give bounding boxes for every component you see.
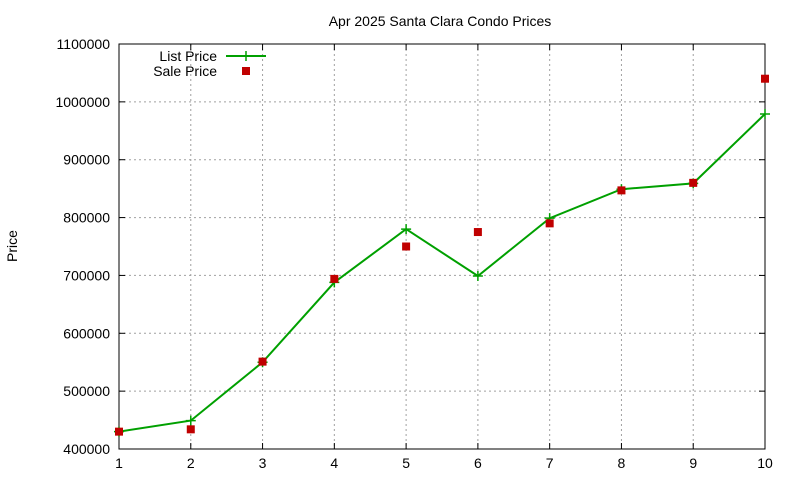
data-point-list-price <box>401 224 412 235</box>
data-point-sale-price <box>330 274 339 283</box>
data-point-sale-price <box>115 427 123 436</box>
data-point-sale-price <box>689 178 698 187</box>
data-point-sale-price <box>402 242 411 251</box>
y-tick-label: 800000 <box>63 210 110 226</box>
legend: List Price Sale Price <box>153 48 266 79</box>
x-tick-label: 10 <box>757 455 773 471</box>
y-axis-label: Price <box>4 230 20 262</box>
y-tick-label: 1000000 <box>55 94 110 110</box>
data-point-sale-price <box>186 425 195 434</box>
legend-marker-list-price <box>241 51 251 61</box>
x-tick-label: 8 <box>618 455 626 471</box>
y-tick-label: 600000 <box>63 325 110 341</box>
x-tick-label: 1 <box>115 455 123 471</box>
y-tick-label: 400000 <box>63 441 110 457</box>
x-tick-label: 6 <box>474 455 482 471</box>
data-point-list-price <box>760 109 770 120</box>
grid <box>119 44 765 449</box>
data-point-list-price <box>185 415 196 426</box>
x-tick-label: 3 <box>259 455 267 471</box>
data-point-sale-price <box>761 74 769 83</box>
legend-label-list-price: List Price <box>159 48 217 64</box>
y-tick-label: 1100000 <box>57 36 111 52</box>
x-axis-ticks: 1 2 3 4 5 6 7 8 9 10 <box>115 44 773 471</box>
y-tick-label: 500000 <box>63 383 110 399</box>
data-point-sale-price <box>545 219 554 228</box>
chart-title: Apr 2025 Santa Clara Condo Prices <box>329 13 552 29</box>
data-point-sale-price <box>617 186 626 195</box>
data-point-sale-price <box>473 228 482 237</box>
x-tick-label: 7 <box>546 455 554 471</box>
x-tick-label: 5 <box>402 455 410 471</box>
y-tick-label: 900000 <box>63 152 110 168</box>
data-point-sale-price <box>258 357 267 366</box>
legend-label-sale-price: Sale Price <box>153 63 217 79</box>
x-tick-label: 2 <box>187 455 195 471</box>
plot-frame <box>118 43 766 450</box>
x-tick-label: 4 <box>330 455 338 471</box>
x-tick-label: 9 <box>689 455 697 471</box>
y-tick-label: 700000 <box>63 267 110 283</box>
series-layer <box>114 74 770 437</box>
y-axis-ticks: 400000 500000 600000 700000 800000 900000 1000… <box>55 36 765 457</box>
legend-marker-sale-price <box>242 67 250 75</box>
series-line-list-price <box>118 113 766 433</box>
data-point-list-price <box>472 271 483 282</box>
